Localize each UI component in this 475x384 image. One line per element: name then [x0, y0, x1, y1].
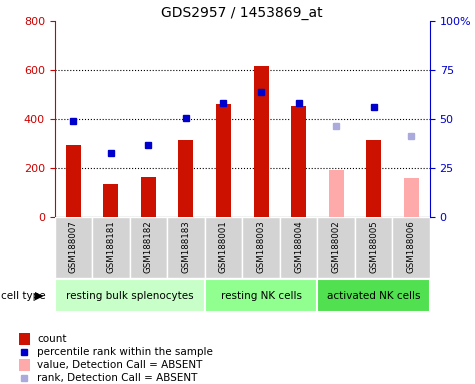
- Bar: [205, 217, 242, 278]
- Text: GSM188003: GSM188003: [256, 220, 266, 273]
- Bar: [167, 217, 205, 278]
- Bar: [366, 140, 381, 217]
- Text: GSM188004: GSM188004: [294, 220, 303, 273]
- Bar: [130, 217, 167, 278]
- Bar: [66, 145, 81, 217]
- Bar: [404, 178, 418, 217]
- Text: cell type: cell type: [1, 291, 46, 301]
- Text: activated NK cells: activated NK cells: [327, 291, 420, 301]
- Bar: [291, 106, 306, 217]
- Text: GSM188007: GSM188007: [69, 220, 78, 273]
- Text: resting bulk splenocytes: resting bulk splenocytes: [66, 291, 193, 301]
- Text: value, Detection Call = ABSENT: value, Detection Call = ABSENT: [37, 360, 203, 370]
- Text: GSM188005: GSM188005: [369, 220, 378, 273]
- Bar: [280, 217, 317, 278]
- Bar: [19, 333, 30, 345]
- Bar: [392, 217, 430, 278]
- Text: GSM188182: GSM188182: [144, 220, 153, 273]
- Text: GSM188183: GSM188183: [181, 220, 190, 273]
- Bar: [104, 184, 118, 217]
- Bar: [55, 217, 92, 278]
- Text: count: count: [37, 334, 67, 344]
- Text: ▶: ▶: [35, 291, 43, 301]
- Bar: [92, 217, 130, 278]
- Bar: [141, 177, 156, 217]
- Text: percentile rank within the sample: percentile rank within the sample: [37, 347, 213, 357]
- Bar: [317, 217, 355, 278]
- Bar: [254, 66, 268, 217]
- Bar: [242, 217, 280, 278]
- Text: GSM188001: GSM188001: [219, 220, 228, 273]
- Bar: [19, 359, 30, 371]
- Text: rank, Detection Call = ABSENT: rank, Detection Call = ABSENT: [37, 373, 198, 383]
- Text: resting NK cells: resting NK cells: [220, 291, 302, 301]
- Bar: [55, 279, 205, 312]
- Bar: [329, 170, 343, 217]
- Bar: [205, 279, 317, 312]
- Text: GSM188006: GSM188006: [407, 220, 416, 273]
- Bar: [355, 217, 392, 278]
- Bar: [317, 279, 430, 312]
- Text: GSM188002: GSM188002: [332, 220, 341, 273]
- Title: GDS2957 / 1453869_at: GDS2957 / 1453869_at: [162, 6, 323, 20]
- Bar: [216, 104, 231, 217]
- Bar: [179, 140, 193, 217]
- Text: GSM188181: GSM188181: [106, 220, 115, 273]
